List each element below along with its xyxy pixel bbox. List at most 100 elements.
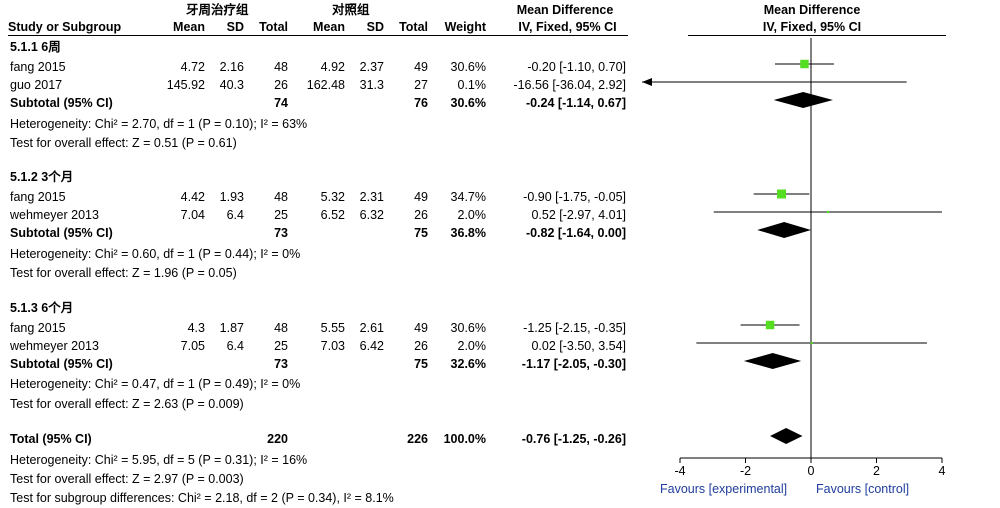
col-sd-exp: SD [226,20,244,34]
mean-exp: 4.3 [187,321,205,335]
md-column-title: Mean Difference [516,3,614,17]
sd-exp: 6.4 [226,339,244,353]
weight: 30.6% [450,60,486,74]
total-exp: 25 [274,208,288,222]
mean-exp: 7.05 [180,339,205,353]
study-name: guo 2017 [10,78,63,92]
x-tick-label: -2 [740,464,751,478]
ci-clip-arrow [642,78,652,86]
total-ctl: 26 [414,339,428,353]
subtotal-total-exp: 73 [274,357,288,371]
col-ci: IV, Fixed, 95% CI [518,20,617,34]
study-square [810,341,813,345]
subtotal-total-ctl: 76 [414,96,428,110]
mean-exp: 4.42 [180,190,205,204]
total-label: Total (95% CI) [10,432,92,446]
heterogeneity-text: Heterogeneity: Chi² = 0.47, df = 1 (P = … [10,377,301,391]
total-exp: 220 [267,432,288,446]
total-weight: 100.0% [443,432,486,446]
pooled-diamond [743,353,802,369]
plot-method: IV, Fixed, 95% CI [762,20,862,34]
total-ctl: 49 [414,190,428,204]
plot-header-rule [688,35,946,36]
study-name: wehmeyer 2013 [10,208,99,222]
total-exp: 25 [274,339,288,353]
total-ctl: 26 [414,208,428,222]
pooled-diamond [770,428,803,444]
ci-text: 0.02 [-3.50, 3.54] [531,339,626,353]
mean-ctl: 5.32 [320,190,345,204]
plot-title: Mean Difference [763,3,861,17]
pooled-diamond [773,92,833,108]
total-ctl: 226 [407,432,428,446]
mean-ctl: 5.55 [320,321,345,335]
ci-text: -0.20 [-1.10, 0.70] [527,60,626,74]
total-exp: 26 [274,78,288,92]
subtotal-total-exp: 73 [274,226,288,240]
col-total-exp: Total [259,20,288,34]
total-heterogeneity-text: Heterogeneity: Chi² = 5.95, df = 5 (P = … [10,453,308,467]
subgroup-differences-text: Test for subgroup differences: Chi² = 2.… [10,491,394,505]
mean-exp: 145.92 [166,78,205,92]
subtotal-weight: 36.8% [450,226,486,240]
subtotal-ci: -0.24 [-1.14, 0.67] [525,96,626,110]
study-square [826,210,830,214]
sd-ctl: 6.32 [359,208,384,222]
favours-control-label: Favours [control] [816,482,910,496]
experimental-group-title: 牙周治疗组 [186,3,249,17]
x-tick-label: 2 [873,464,880,478]
col-total-ctl: Total [399,20,428,34]
total-overall-effect-text: Test for overall effect: Z = 2.97 (P = 0… [10,472,244,486]
weight: 2.0% [457,208,487,222]
subtotal-label: Subtotal (95% CI) [10,96,113,110]
col-mean-exp: Mean [173,20,205,34]
favours-experimental-label: Favours [experimental] [660,482,788,496]
study-name: fang 2015 [10,321,66,335]
control-group-title: 对照组 [332,3,370,17]
subtotal-label: Subtotal (95% CI) [10,357,113,371]
sd-exp: 40.3 [219,78,244,92]
x-tick-label: 4 [939,464,946,478]
col-study: Study or Subgroup [8,20,122,34]
total-ci: -0.76 [-1.25, -0.26] [521,432,626,446]
sd-exp: 6.4 [226,208,244,222]
ci-text: -0.90 [-1.75, -0.05] [523,190,626,204]
weight: 0.1% [457,78,487,92]
subtotal-weight: 32.6% [450,357,486,371]
sd-ctl: 2.37 [359,60,384,74]
sd-ctl: 31.3 [359,78,384,92]
total-exp: 48 [274,321,288,335]
overall-effect-text: Test for overall effect: Z = 2.63 (P = 0… [10,397,244,411]
study-name: fang 2015 [10,190,66,204]
weight: 30.6% [450,321,486,335]
col-mean-ctl: Mean [313,20,345,34]
header-rule [8,35,628,36]
subtotal-ci: -0.82 [-1.64, 0.00] [525,226,626,240]
study-square [800,59,809,69]
subtotal-total-ctl: 75 [414,357,428,371]
subtotal-ci: -1.17 [-2.05, -0.30] [521,357,626,371]
ci-text: -16.56 [-36.04, 2.92] [513,78,626,92]
sd-exp: 2.16 [219,60,244,74]
subtotal-total-exp: 74 [274,96,288,110]
total-ctl: 27 [414,78,428,92]
mean-ctl: 4.92 [320,60,345,74]
study-name: wehmeyer 2013 [10,339,99,353]
pooled-diamond [757,222,811,238]
x-tick-label: -4 [674,464,685,478]
mean-ctl: 7.03 [320,339,345,353]
col-weight: Weight [444,20,486,34]
mean-ctl: 6.52 [320,208,345,222]
sd-exp: 1.87 [219,321,244,335]
sd-ctl: 6.42 [359,339,384,353]
total-ctl: 49 [414,60,428,74]
subtotal-total-ctl: 75 [414,226,428,240]
subgroup-title: 5.1.3 6个月 [10,301,74,315]
mean-exp: 7.04 [180,208,205,222]
sd-ctl: 2.31 [359,190,384,204]
total-ctl: 49 [414,321,428,335]
subtotal-weight: 30.6% [450,96,486,110]
sd-exp: 1.93 [219,190,244,204]
col-sd-ctl: SD [366,20,384,34]
